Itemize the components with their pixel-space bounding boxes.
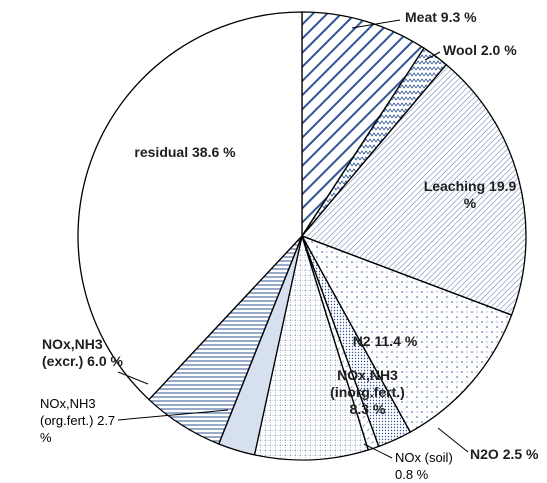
- leader-line: [363, 443, 393, 459]
- category-label: Meat: [405, 9, 437, 25]
- category-label: NOx,NH3 (org.fert.): [40, 396, 96, 428]
- pie-slice: [300, 63, 527, 316]
- category-label: NOx (soil): [395, 450, 453, 465]
- slice-label: NOx (soil) 0.8 %: [395, 449, 465, 483]
- value-label: 6.0 %: [87, 353, 123, 369]
- slice-label: NOx,NH3 (excr.) 6.0 %: [42, 336, 127, 370]
- pie-slice: [301, 11, 425, 239]
- slice-label: NOx,NH3 (org.fert.) 2.7 %: [40, 395, 120, 446]
- category-label: NOx,NH3 (excr.): [42, 336, 103, 369]
- slice-label: residual 38.6 %: [130, 144, 240, 161]
- pie-slice: [300, 234, 513, 433]
- leader-line: [424, 51, 441, 61]
- slice-label: Meat 9.3 %: [405, 9, 545, 26]
- category-label: Leaching: [423, 178, 486, 194]
- leader-line: [117, 409, 229, 421]
- category-label: N2: [352, 333, 371, 349]
- pie-slice: [253, 233, 370, 461]
- category-label: N2O: [470, 446, 499, 462]
- value-label: 2.7 %: [40, 413, 116, 445]
- value-label: 38.6 %: [192, 144, 236, 160]
- value-label: 9.3 %: [440, 9, 477, 25]
- slice-label: N2 11.4 %: [350, 333, 420, 350]
- value-label: 8.3 %: [349, 401, 386, 417]
- slice-label: NOx,NH3 (inorg.fert.) 8.3 %: [320, 367, 415, 418]
- pie-slice: [77, 11, 303, 401]
- value-label: 2.0 %: [480, 42, 517, 58]
- value-label: 2.5 %: [502, 446, 539, 462]
- slices: [77, 11, 527, 461]
- value-label: 19.9 %: [463, 178, 517, 211]
- slice-label: Leaching 19.9 %: [420, 178, 520, 212]
- category-label: NOx,NH3 (inorg.fert.): [330, 367, 405, 400]
- slice-label: Wool 2.0 %: [443, 42, 547, 59]
- leader-line: [437, 427, 469, 453]
- category-label: residual: [134, 144, 189, 160]
- leader-line: [117, 371, 149, 385]
- value-label: 11.4 %: [374, 333, 418, 349]
- value-label: 0.8 %: [395, 467, 429, 482]
- leader-line: [351, 19, 401, 29]
- category-label: Wool: [443, 42, 477, 58]
- slice-label: N2O 2.5 %: [470, 446, 547, 463]
